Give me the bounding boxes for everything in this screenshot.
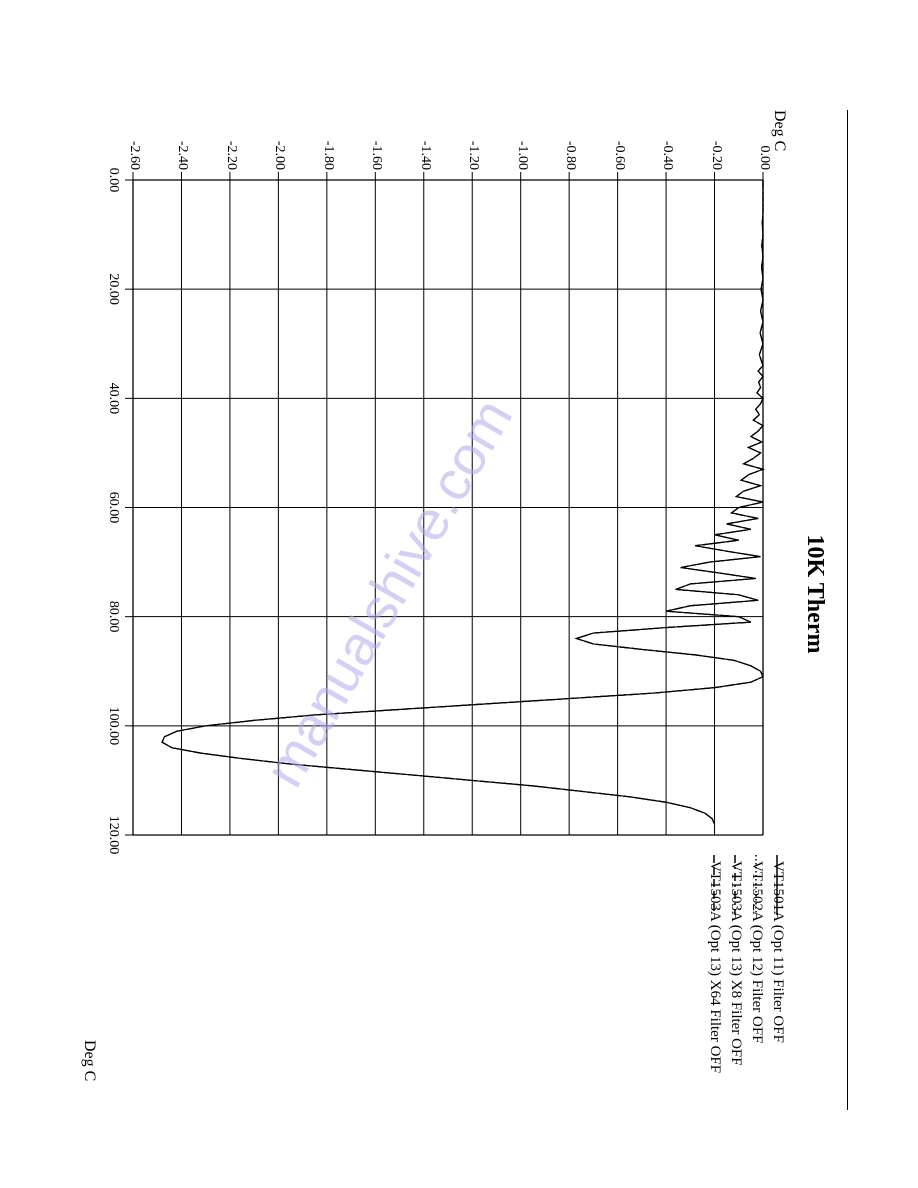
x-tick-label: 0.00 [105, 155, 121, 205]
y-tick-label: -1.00 [514, 122, 530, 170]
chart-plot [0, 0, 918, 1188]
x-tick-label: 120.00 [105, 810, 121, 860]
y-tick-label: -2.00 [271, 122, 287, 170]
y-tick-label: -1.80 [320, 122, 336, 170]
y-tick-label: -0.40 [659, 122, 675, 170]
x-tick-label: 100.00 [105, 701, 121, 751]
landscape-content: 10K Therm Deg C Deg C VT1501A (Opt 11) F… [0, 0, 918, 1188]
y-tick-label: -0.20 [708, 122, 724, 170]
x-tick-label: 40.00 [105, 373, 121, 423]
x-tick-label: 60.00 [105, 483, 121, 533]
y-tick-label: -2.60 [126, 122, 142, 170]
y-tick-label: -2.40 [174, 122, 190, 170]
y-tick-label: -2.20 [223, 122, 239, 170]
y-tick-label: -1.40 [417, 122, 433, 170]
y-tick-label: 0.00 [756, 122, 772, 170]
x-tick-label: 20.00 [105, 264, 121, 314]
y-tick-label: -0.60 [611, 122, 627, 170]
y-tick-label: -1.20 [465, 122, 481, 170]
y-tick-label: -0.80 [562, 122, 578, 170]
y-tick-label: -1.60 [368, 122, 384, 170]
x-tick-label: 80.00 [105, 592, 121, 642]
